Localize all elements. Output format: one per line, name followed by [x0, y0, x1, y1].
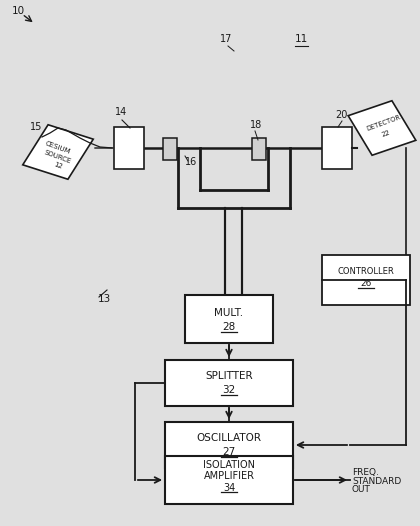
Text: 27: 27 [222, 447, 236, 457]
Text: OUT: OUT [352, 485, 371, 494]
Bar [12, 22, 403, 245]
Text: 15: 15 [30, 122, 42, 132]
Text: AMPLIFIER: AMPLIFIER [204, 471, 255, 481]
Text: DETECTOR: DETECTOR [366, 114, 402, 132]
Bar [322, 127, 352, 169]
Bar [163, 138, 177, 160]
Text: 14: 14 [115, 107, 127, 117]
Text: 12: 12 [53, 161, 63, 170]
Bar [185, 295, 273, 343]
Text: CESIUM: CESIUM [45, 140, 71, 155]
Text: ISOLATION: ISOLATION [203, 460, 255, 470]
Text: 32: 32 [222, 385, 236, 395]
Text: 22: 22 [381, 130, 391, 138]
Text: STANDARD: STANDARD [352, 477, 401, 485]
Bar [322, 255, 410, 305]
Bar [165, 360, 293, 406]
Text: SPLITTER: SPLITTER [205, 371, 253, 381]
Polygon shape [23, 125, 93, 179]
Bar [95, 268, 345, 512]
Bar [165, 422, 293, 468]
Text: 11: 11 [295, 34, 308, 44]
Text: SOURCE: SOURCE [44, 149, 72, 165]
Text: 26: 26 [360, 279, 372, 288]
Bar [148, 50, 318, 220]
Text: 13: 13 [98, 294, 111, 304]
Text: MULT.: MULT. [215, 308, 244, 318]
Text: OSCILLATOR: OSCILLATOR [197, 433, 262, 443]
Text: 17: 17 [220, 34, 232, 44]
Bar [165, 456, 293, 504]
Text: 34: 34 [223, 483, 235, 493]
Text: 18: 18 [250, 120, 262, 130]
Text: 28: 28 [222, 322, 236, 332]
Bar [252, 138, 266, 160]
Text: 16: 16 [185, 157, 197, 167]
Bar [114, 127, 144, 169]
Text: 10: 10 [12, 6, 25, 16]
Text: CONTROLLER: CONTROLLER [338, 268, 394, 277]
Polygon shape [348, 101, 416, 155]
Text: 20: 20 [335, 110, 347, 120]
Text: FREQ.: FREQ. [352, 468, 379, 477]
